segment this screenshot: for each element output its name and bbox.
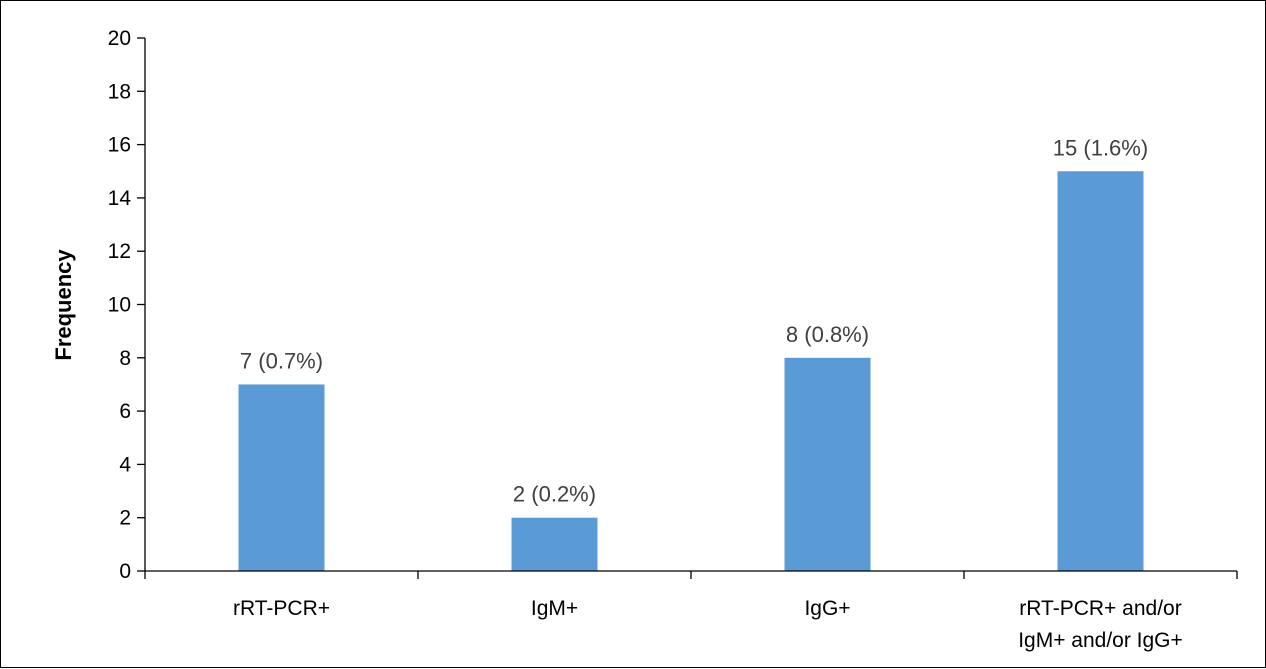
data-label-1: 7 (0.7%) xyxy=(240,348,323,373)
y-tick-label-14: 14 xyxy=(108,187,132,210)
y-tick-label-16: 16 xyxy=(108,134,131,157)
x-category-label-3: IgG+ xyxy=(804,597,850,620)
data-label-3: 8 (0.8%) xyxy=(786,322,869,347)
y-axis-title: Frequency xyxy=(51,249,76,361)
y-tick-label-12: 12 xyxy=(108,240,131,263)
bar-2 xyxy=(511,517,598,571)
y-tick-label-20: 20 xyxy=(108,27,131,50)
data-label-4: 15 (1.6%) xyxy=(1053,135,1148,160)
x-category-label-1: rRT-PCR+ xyxy=(233,597,330,620)
y-tick-label-4: 4 xyxy=(119,453,131,476)
x-category-label-4-line-2: IgM+ and/or IgG+ xyxy=(1018,629,1183,652)
y-tick-label-2: 2 xyxy=(119,507,131,530)
bar-4 xyxy=(1057,171,1144,571)
y-tick-label-10: 10 xyxy=(108,294,131,317)
bar-1 xyxy=(238,384,325,571)
x-category-label-2: IgM+ xyxy=(531,597,578,620)
y-tick-label-8: 8 xyxy=(119,347,131,370)
y-tick-label-18: 18 xyxy=(108,80,131,103)
data-label-2: 2 (0.2%) xyxy=(513,482,596,507)
x-category-label-4-line-1: rRT-PCR+ and/or xyxy=(1019,597,1181,620)
y-tick-label-0: 0 xyxy=(119,560,131,583)
y-tick-label-6: 6 xyxy=(119,400,131,423)
bar-3 xyxy=(784,357,871,571)
